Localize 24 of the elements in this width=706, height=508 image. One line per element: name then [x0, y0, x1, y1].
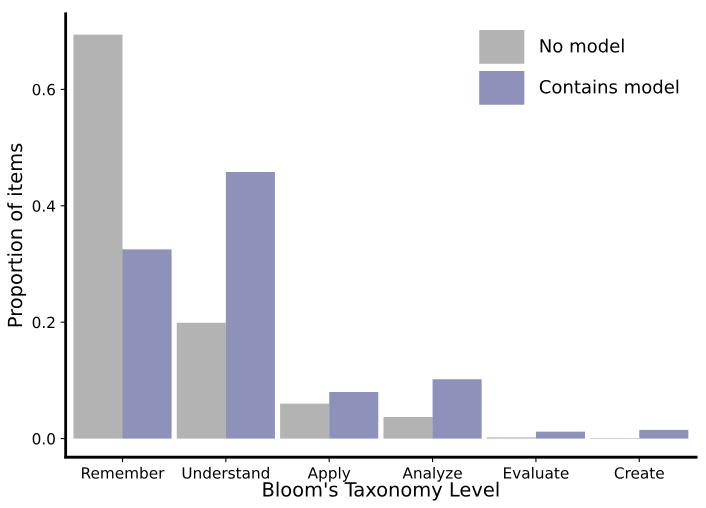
bar — [383, 417, 433, 439]
x-tick-label: Evaluate — [504, 466, 568, 479]
x-axis-title: Bloom's Taxonomy Level — [263, 482, 498, 501]
y-tick-label: 0.4 — [32, 200, 56, 212]
legend-label: Contains model — [540, 80, 678, 94]
bar — [280, 404, 330, 439]
bar — [73, 34, 123, 439]
bar — [536, 432, 586, 439]
x-tick-label: Create — [614, 467, 664, 479]
bar — [122, 249, 172, 439]
x-tick-label: Understand — [182, 466, 269, 479]
bar — [432, 379, 482, 439]
bar — [329, 392, 378, 439]
bar — [226, 172, 275, 439]
x-tick-label: Apply — [308, 466, 350, 482]
legend-label: No model — [540, 38, 624, 53]
bar — [639, 430, 688, 439]
y-axis-title: Proportion of items — [7, 144, 26, 326]
y-tick-label: 0.0 — [32, 433, 55, 445]
y-tick-label: 0.2 — [32, 316, 54, 328]
x-tick-label: Analyze — [402, 466, 462, 482]
x-tick-label: Remember — [82, 466, 164, 479]
bar — [176, 322, 226, 439]
y-tick-label: 0.6 — [32, 84, 55, 96]
